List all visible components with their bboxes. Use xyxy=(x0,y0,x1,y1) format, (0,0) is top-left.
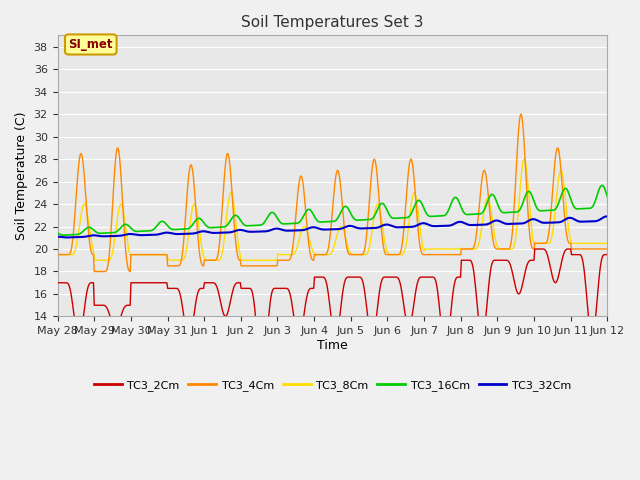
Y-axis label: Soil Temperature (C): Soil Temperature (C) xyxy=(15,112,28,240)
Text: SI_met: SI_met xyxy=(68,38,113,51)
Legend: TC3_2Cm, TC3_4Cm, TC3_8Cm, TC3_16Cm, TC3_32Cm: TC3_2Cm, TC3_4Cm, TC3_8Cm, TC3_16Cm, TC3… xyxy=(90,375,575,395)
Title: Soil Temperatures Set 3: Soil Temperatures Set 3 xyxy=(241,15,424,30)
X-axis label: Time: Time xyxy=(317,339,348,352)
